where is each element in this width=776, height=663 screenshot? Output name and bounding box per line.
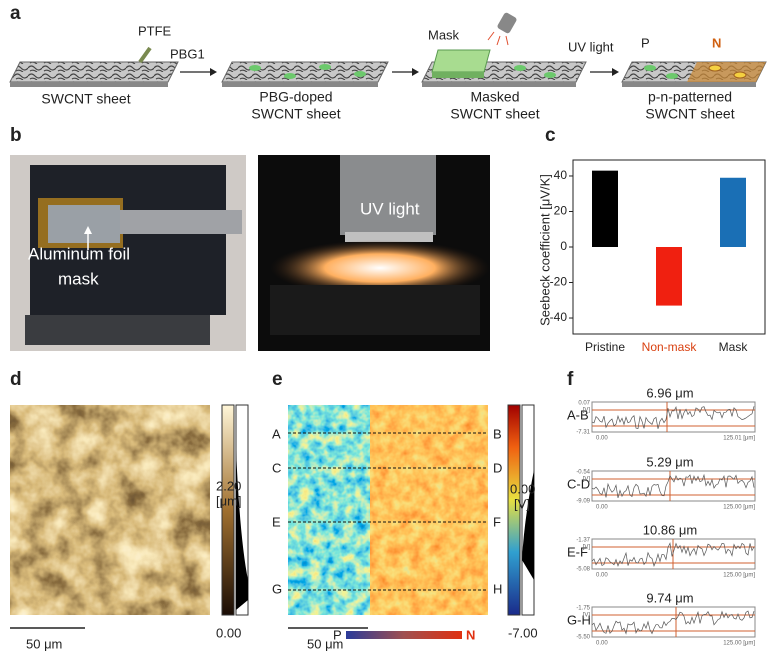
photo-label: mask (58, 269, 99, 288)
axis-label: [V] (583, 408, 591, 414)
row-label: H (493, 581, 502, 596)
x-tick-label: Pristine (585, 340, 625, 354)
step-label: SWCNT sheet (645, 106, 734, 122)
axis-label: -5.50 (576, 635, 590, 641)
axis-label: -0.54 (576, 470, 590, 476)
label: Mask (428, 27, 460, 42)
axis-label: 125.01 [μm] (723, 436, 755, 442)
colorbar-label: 0.00 (216, 625, 241, 640)
schematic (9, 12, 767, 87)
colorbar-label: [V] (514, 496, 530, 511)
panel-letter: e (272, 369, 283, 390)
label: N (712, 35, 721, 50)
profile-title: 5.29 μm (646, 454, 693, 469)
profile-line (591, 542, 755, 567)
colorbar-label: 0.00 (510, 481, 535, 496)
row-label: C (272, 460, 281, 475)
colorbar-end-label: N (466, 627, 475, 642)
axis-label: -1.75 (576, 606, 590, 612)
y-tick-label: 0 (560, 239, 567, 253)
label: PTFE (138, 23, 172, 38)
x-tick-label: Non-mask (642, 340, 698, 354)
scale-bar-label: 50 μm (26, 636, 62, 651)
axis-label: -7.31 (576, 430, 590, 436)
step-label: Masked (470, 89, 519, 105)
colorbar-label: [μm] (216, 493, 242, 508)
colorbar-label: 2.20 (216, 478, 241, 493)
profile-label: C-D (567, 476, 590, 491)
y-axis-label: Seebeck coefficient [μV/K] (537, 174, 552, 326)
step-label: SWCNT sheet (251, 106, 340, 122)
row-label: E (272, 514, 281, 529)
axis-label: -9.09 (576, 499, 590, 505)
panel-letter: a (10, 3, 21, 24)
panel-letter: d (10, 369, 22, 390)
panel-letter: c (545, 125, 556, 146)
scale-bar-label: 50 μm (307, 636, 343, 651)
step-label: SWCNT sheet (450, 106, 539, 122)
axis-label: 0.00 (596, 436, 608, 442)
y-tick-label: -40 (550, 310, 568, 324)
label: P (641, 35, 650, 50)
axis-label: [V] (583, 545, 591, 551)
y-tick-label: 20 (554, 204, 568, 218)
bar (656, 247, 682, 306)
step-label: PBG-doped (259, 89, 332, 105)
profile-label: A-B (567, 407, 589, 422)
row-label: G (272, 581, 282, 596)
axis-label: 0.00 (596, 505, 608, 511)
axis-label: 0.00 (596, 641, 608, 647)
profile-line (591, 610, 755, 635)
row-label: D (493, 460, 502, 475)
step-label: p-n-patterned (648, 89, 732, 105)
afm-image (10, 404, 249, 629)
photo-label: Aluminum foil (28, 244, 130, 263)
axis-label: [V] (583, 477, 591, 483)
axis-label: 125.00 [μm] (723, 641, 755, 647)
axis-label: -5.08 (576, 567, 590, 573)
panel-letter: f (567, 369, 574, 390)
kpfm-image (288, 404, 535, 639)
label: UV light (568, 39, 614, 54)
axis-label: 0.00 (596, 573, 608, 579)
y-tick-label: -20 (550, 275, 568, 289)
profile-label: E-F (567, 544, 588, 559)
photo (10, 155, 490, 351)
row-label: F (493, 514, 501, 529)
axis-label: -1.37 (576, 538, 590, 544)
profile-line (591, 406, 755, 430)
profile-label: G-H (567, 612, 591, 627)
bar (592, 170, 618, 247)
y-tick-label: 40 (554, 168, 568, 182)
axis-label: 125.00 [μm] (723, 505, 755, 511)
step-label: SWCNT sheet (41, 91, 130, 107)
profile-title: 6.96 μm (646, 385, 693, 400)
bar (720, 177, 746, 247)
axis-label: 125.00 [μm] (723, 573, 755, 579)
row-label: B (493, 426, 502, 441)
x-tick-label: Mask (719, 340, 749, 354)
colorbar-end-label: P (333, 627, 342, 642)
profile-title: 10.86 μm (643, 522, 697, 537)
axis-label: 0.07 (578, 401, 590, 407)
colorbar-label: -7.00 (508, 625, 538, 640)
axis-label: [V] (583, 613, 591, 619)
profile-frame (591, 401, 756, 433)
profile-line (591, 473, 755, 498)
label: PBG1 (170, 46, 205, 61)
profile-title: 9.74 μm (646, 590, 693, 605)
panel-letter: b (10, 125, 22, 146)
row-label: A (272, 426, 281, 441)
photo-label: UV light (360, 199, 420, 218)
